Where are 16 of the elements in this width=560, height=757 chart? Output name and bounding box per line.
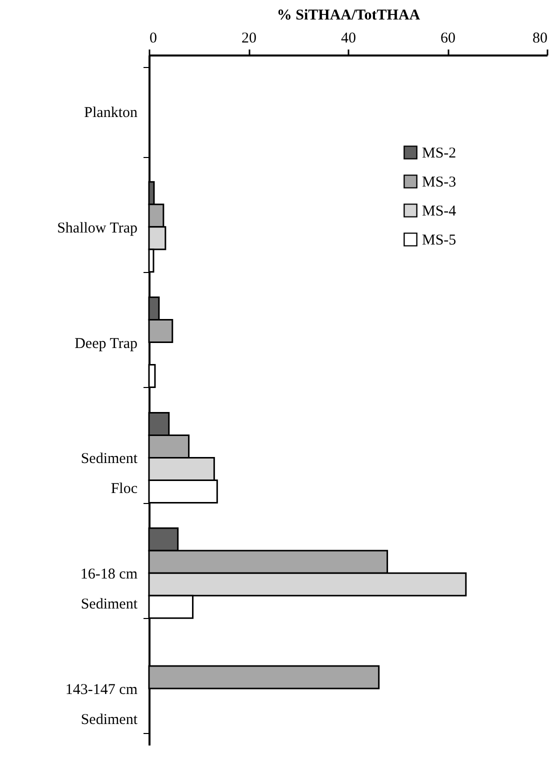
legend-label: MS-5 xyxy=(422,232,456,248)
y-tick-label: Deep Trap xyxy=(74,336,138,352)
legend-label: MS-4 xyxy=(422,204,457,220)
x-tick-label: 60 xyxy=(440,30,456,46)
x-tick-label: 40 xyxy=(341,30,356,46)
y-tick-label: 16-18 cm Sediment xyxy=(80,566,138,613)
y-tick-label: Plankton xyxy=(84,105,138,122)
legend-label: MS-2 xyxy=(422,146,456,162)
x-tick-label: 80 xyxy=(532,30,548,46)
x-tick-label: 0 xyxy=(150,30,157,46)
y-tick-label: 143-147 cm Sediment xyxy=(65,682,138,728)
legend-label: MS-3 xyxy=(422,174,456,190)
y-tick-label: Shallow Trap xyxy=(57,220,138,236)
y-tick-label: Sediment Floc xyxy=(80,451,138,498)
x-axis-title: % SiTHAA/TotTHAA xyxy=(276,8,420,24)
x-tick-label: 20 xyxy=(242,30,256,46)
